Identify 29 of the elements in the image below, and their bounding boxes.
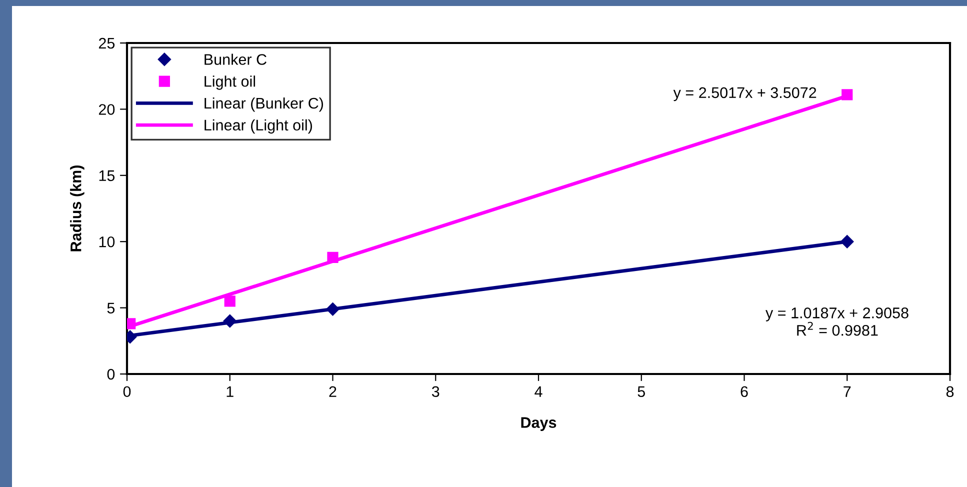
point: [326, 302, 340, 316]
y-tick-label: 15: [99, 170, 115, 182]
legend-label: Bunker C: [204, 54, 266, 65]
x-tick-label: 1: [226, 386, 234, 397]
annotation: y = 2.5017x + 3.5072: [673, 87, 816, 102]
x-tick-label: 5: [638, 386, 645, 398]
y-tick-label: 0: [107, 368, 115, 380]
y-tick-label: 25: [98, 38, 115, 49]
point: [224, 296, 236, 307]
x-tick-label: 6: [740, 386, 748, 398]
y-tick-label: 10: [99, 236, 115, 248]
x-tick-label: 3: [432, 386, 440, 398]
x-tick-label: 2: [329, 386, 336, 397]
legend-label: Linear (Bunker C): [204, 97, 324, 112]
point: [223, 314, 236, 328]
x-tick-label: 7: [844, 386, 851, 397]
annotation: y = 1.0187x + 2.9058 R$^{2}$ = 0.9981: [766, 308, 908, 336]
x-tick-label: 8: [946, 386, 954, 398]
y-tick-label: 20: [98, 104, 115, 115]
x-axis-title: Days: [521, 417, 556, 431]
x-tick-label: 0: [123, 386, 131, 398]
point: [840, 235, 854, 248]
x-tick-label: 4: [534, 386, 542, 397]
y-tick-label: 5: [107, 302, 115, 314]
legend-label: Linear (Light oil): [204, 119, 312, 134]
point: [842, 89, 853, 100]
y-axis-title: Radius (km): [70, 166, 84, 252]
legend-label: Light oil: [204, 76, 256, 90]
point: [327, 252, 338, 264]
